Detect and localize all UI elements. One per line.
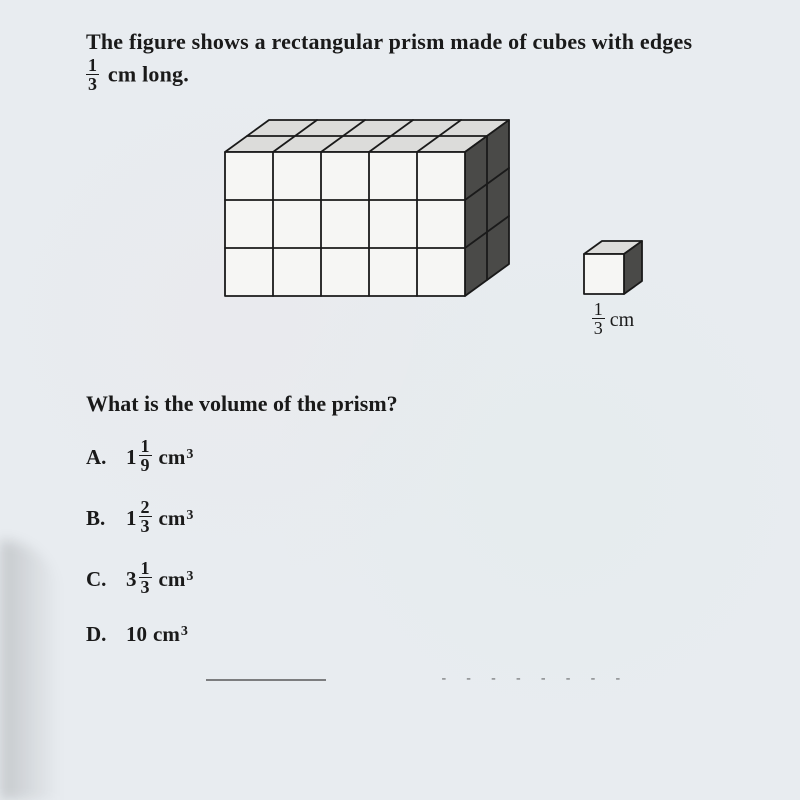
unit-cube-label: 1 3 cm [592,302,634,339]
prism-figure [222,117,512,299]
question-line1: The figure shows a rectangular prism mad… [86,29,692,54]
choice-value: 123 cm3 [126,500,193,537]
page: The figure shows a rectangular prism mad… [0,0,800,687]
choice-letter: B. [86,506,126,531]
figure-row: 1 3 cm [86,117,750,299]
choice-letter: D. [86,622,126,647]
question-line2-suffix: cm long. [102,61,189,86]
choice-value: 119 cm3 [126,439,193,476]
question-text: The figure shows a rectangular prism mad… [86,26,750,95]
edge-fraction: 1 3 [86,56,99,93]
prompt-text: What is the volume of the prism? [86,391,750,417]
footer-dashes: - - - - - - - - [206,671,626,687]
unit-cube-figure [582,239,644,296]
answer-choice[interactable]: D.10 cm3 [86,622,750,647]
choice-letter: C. [86,567,126,592]
answer-choice[interactable]: A.119 cm3 [86,439,750,476]
choice-value: 313 cm3 [126,561,193,598]
answer-choice[interactable]: C.313 cm3 [86,561,750,598]
answer-choices: A.119 cm3B.123 cm3C.313 cm3D.10 cm3 [86,439,750,647]
answer-choice[interactable]: B.123 cm3 [86,500,750,537]
choice-value: 10 cm3 [126,622,188,647]
unit-cube-block: 1 3 cm [582,239,644,339]
choice-letter: A. [86,445,126,470]
